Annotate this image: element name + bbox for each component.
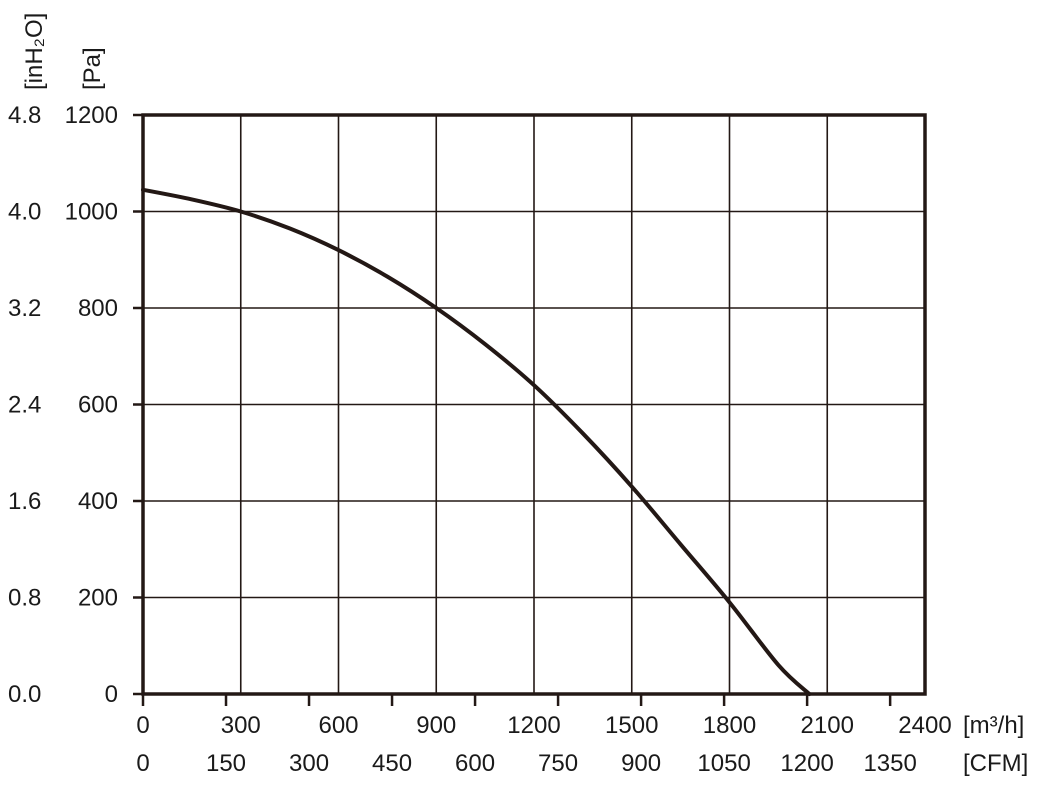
y-secondary-tick-label: 1.6 (8, 488, 41, 515)
x-primary-tick-label: 1800 (703, 712, 756, 739)
y-primary-tick-label: 200 (78, 585, 118, 612)
x-primary-tick-label: 0 (136, 712, 149, 739)
x-secondary-tick-label: 750 (538, 750, 578, 777)
y-secondary-tick-label: 2.4 (8, 392, 41, 419)
x-primary-tick-label: 2100 (801, 712, 854, 739)
x-primary-tick-label: 1500 (605, 712, 658, 739)
y-secondary-unit-label: [inH₂O] (21, 13, 48, 90)
x-secondary-tick-label: 1050 (697, 750, 750, 777)
x-primary-unit-label: [m³/h] (963, 712, 1024, 739)
x-secondary-tick-label: 450 (372, 750, 412, 777)
x-secondary-tick-label: 300 (289, 750, 329, 777)
x-secondary-unit-label: [CFM] (963, 750, 1028, 777)
grid-lines (143, 115, 925, 694)
y-secondary-tick-label: 3.2 (8, 295, 41, 322)
x-secondary-tick-label: 150 (206, 750, 246, 777)
x-primary-tick-label: 900 (416, 712, 456, 739)
x-primary-tick-label: 2400 (898, 712, 951, 739)
x-secondary-tick-label: 1350 (863, 750, 916, 777)
x-primary-tick-label: 300 (221, 712, 261, 739)
y-secondary-tick-label: 0.0 (8, 681, 41, 708)
y-primary-tick-label: 600 (78, 392, 118, 419)
x-secondary-tick-label: 900 (621, 750, 661, 777)
pressure-flow-curve (141, 187, 812, 696)
y-primary-tick-label: 1000 (65, 199, 118, 226)
x-secondary-tick-label: 1200 (780, 750, 833, 777)
y-primary-tick-label: 1200 (65, 102, 118, 129)
x-primary-tick-label: 600 (318, 712, 358, 739)
tick-marks (133, 113, 892, 706)
y-primary-unit-label: [Pa] (79, 47, 106, 90)
x-primary-tick-label: 1200 (507, 712, 560, 739)
y-secondary-tick-label: 4.8 (8, 102, 41, 129)
y-primary-tick-label: 0 (105, 681, 118, 708)
curve-layer (141, 187, 812, 696)
x-secondary-tick-label: 0 (136, 750, 149, 777)
y-primary-tick-label: 800 (78, 295, 118, 322)
tick-labels: 0 300 600 900 1200 1500 1800 2100 2400 0 150 300 450… (8, 102, 952, 777)
x-secondary-tick-label: 600 (455, 750, 495, 777)
y-secondary-tick-label: 4.0 (8, 199, 41, 226)
y-primary-tick-label: 400 (78, 488, 118, 515)
y-secondary-tick-label: 0.8 (8, 585, 41, 612)
